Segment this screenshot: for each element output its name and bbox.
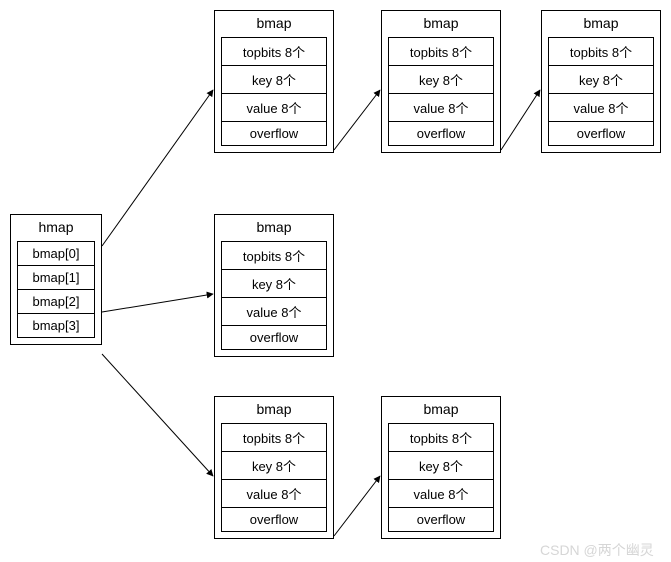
hmap-item: bmap[0] xyxy=(17,241,95,266)
arrow xyxy=(334,90,380,150)
bmap-row: key 8个 xyxy=(221,451,327,480)
bmap-row: topbits 8个 xyxy=(388,37,494,66)
bmap-row: topbits 8个 xyxy=(221,241,327,270)
arrow xyxy=(102,354,213,476)
bmap-row: topbits 8个 xyxy=(221,37,327,66)
bmap-title: bmap xyxy=(542,11,660,37)
bmap-box: bmaptopbits 8个key 8个value 8个overflow xyxy=(214,396,334,539)
bmap-row: key 8个 xyxy=(221,269,327,298)
bmap-row: topbits 8个 xyxy=(221,423,327,452)
hmap-item: bmap[2] xyxy=(17,289,95,314)
bmap-box: bmaptopbits 8个key 8个value 8个overflow xyxy=(381,10,501,153)
bmap-row: value 8个 xyxy=(221,479,327,508)
bmap-row: key 8个 xyxy=(548,65,654,94)
bmap-title: bmap xyxy=(215,215,333,241)
bmap-row: overflow xyxy=(388,121,494,146)
bmap-row: value 8个 xyxy=(548,93,654,122)
bmap-box: bmaptopbits 8个key 8个value 8个overflow xyxy=(381,396,501,539)
bmap-box: bmaptopbits 8个key 8个value 8个overflow xyxy=(214,214,334,357)
hmap-item: bmap[3] xyxy=(17,313,95,338)
bmap-title: bmap xyxy=(215,11,333,37)
arrow xyxy=(102,90,213,246)
arrow xyxy=(102,294,213,312)
bmap-row: value 8个 xyxy=(388,93,494,122)
bmap-row: topbits 8个 xyxy=(548,37,654,66)
bmap-row: key 8个 xyxy=(388,451,494,480)
bmap-row: value 8个 xyxy=(221,93,327,122)
watermark: CSDN @两个幽灵 xyxy=(540,540,654,560)
bmap-title: bmap xyxy=(382,397,500,423)
bmap-row: topbits 8个 xyxy=(388,423,494,452)
bmap-row: key 8个 xyxy=(388,65,494,94)
bmap-title: bmap xyxy=(382,11,500,37)
hmap-item: bmap[1] xyxy=(17,265,95,290)
arrow xyxy=(501,90,540,150)
hmap-box: hmapbmap[0]bmap[1]bmap[2]bmap[3] xyxy=(10,214,102,345)
bmap-title: bmap xyxy=(215,397,333,423)
bmap-row: key 8个 xyxy=(221,65,327,94)
bmap-row: value 8个 xyxy=(221,297,327,326)
bmap-row: overflow xyxy=(221,507,327,532)
bmap-row: overflow xyxy=(221,121,327,146)
bmap-row: value 8个 xyxy=(388,479,494,508)
bmap-row: overflow xyxy=(548,121,654,146)
bmap-box: bmaptopbits 8个key 8个value 8个overflow xyxy=(214,10,334,153)
arrow xyxy=(334,476,380,536)
bmap-box: bmaptopbits 8个key 8个value 8个overflow xyxy=(541,10,661,153)
hmap-title: hmap xyxy=(11,215,101,241)
bmap-row: overflow xyxy=(388,507,494,532)
bmap-row: overflow xyxy=(221,325,327,350)
